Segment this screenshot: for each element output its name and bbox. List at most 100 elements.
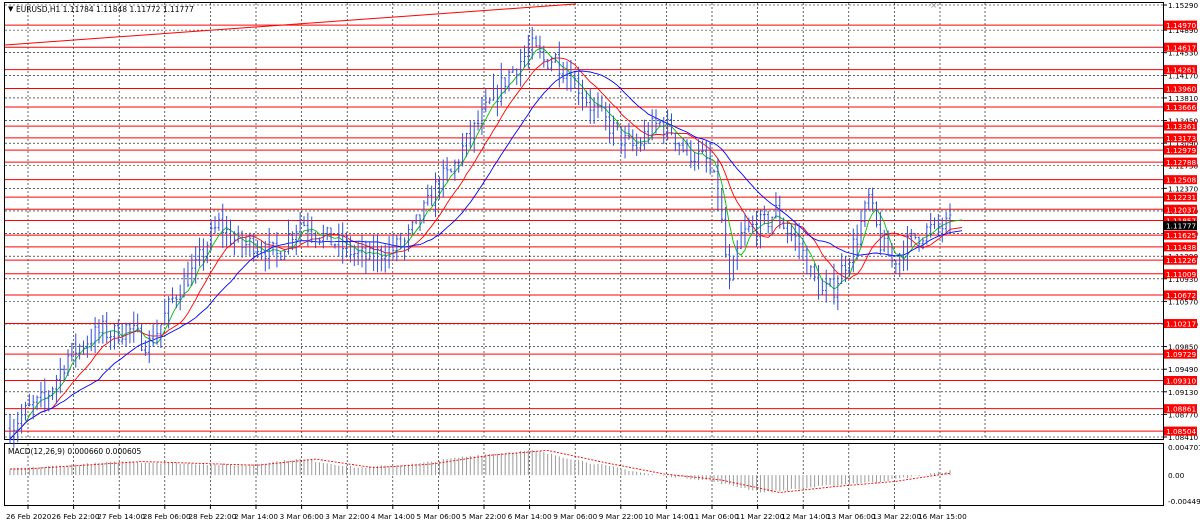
level-label-bg bbox=[1164, 290, 1197, 300]
time-label: 26 Feb 2020 bbox=[6, 512, 52, 521]
price-label: 1.08410 bbox=[1168, 433, 1199, 442]
price-label: 1.13090 bbox=[1168, 139, 1199, 148]
price-label: 1.10570 bbox=[1168, 297, 1199, 306]
level-label-bg bbox=[1164, 255, 1197, 265]
time-label: 11 Mar 22:00 bbox=[736, 512, 785, 521]
level-label: 1.12037 bbox=[1166, 205, 1197, 214]
macd-window-title: MACD(12,26,9) 0.000660 0.000605 bbox=[8, 447, 142, 456]
price-label: 1.09850 bbox=[1168, 343, 1199, 352]
level-label-bg bbox=[1164, 65, 1197, 75]
level-label: 1.14261 bbox=[1166, 66, 1196, 75]
price-label: 1.12370 bbox=[1168, 184, 1199, 193]
main-plot-frame bbox=[4, 2, 1164, 440]
horizontal-levels[interactable] bbox=[5, 24, 1163, 432]
macd-plot-frame bbox=[4, 443, 1164, 506]
close-icon[interactable]: × bbox=[930, 1, 938, 11]
time-label: 13 Mar 06:00 bbox=[827, 512, 876, 521]
time-label: 9 Mar 22:00 bbox=[599, 512, 643, 521]
time-label: 2 Mar 14:00 bbox=[234, 512, 278, 521]
time-label: 3 Mar 22:00 bbox=[325, 512, 369, 521]
ma-mid-line bbox=[9, 57, 963, 440]
time-label: 16 Mar 15:00 bbox=[918, 512, 967, 521]
level-label: 1.11857 bbox=[1166, 217, 1197, 226]
price-label: 1.14530 bbox=[1168, 49, 1199, 58]
macd-scale-label: 0.00 bbox=[1168, 471, 1185, 480]
main-window-dropdown-icon[interactable]: ▼ bbox=[8, 5, 14, 13]
macd-indicator: 0.004707 0.00 -0.004495 bbox=[9, 443, 1200, 506]
price-label: 1.14890 bbox=[1168, 26, 1199, 35]
ma-slow-line bbox=[9, 70, 963, 440]
price-label: 1.14170 bbox=[1168, 71, 1199, 80]
level-label: 1.10672 bbox=[1166, 291, 1196, 300]
level-label: 1.09310 bbox=[1166, 376, 1197, 385]
level-label-bg bbox=[1164, 375, 1197, 385]
level-label: 1.13666 bbox=[1166, 103, 1197, 112]
time-label: 6 Mar 14:00 bbox=[508, 512, 552, 521]
level-label: 1.13173 bbox=[1166, 134, 1197, 143]
price-label: 1.08770 bbox=[1168, 410, 1199, 419]
level-label-bg bbox=[1164, 157, 1197, 167]
level-label: 1.08861 bbox=[1166, 405, 1196, 414]
time-label: 9 Mar 06:00 bbox=[553, 512, 597, 521]
level-label: 1.08504 bbox=[1166, 427, 1197, 436]
level-label: 1.11438 bbox=[1166, 243, 1197, 252]
level-label-bg bbox=[1164, 216, 1197, 226]
time-label: 27 Feb 14:00 bbox=[97, 512, 145, 521]
vertical-grid bbox=[27, 3, 986, 505]
time-label: 10 Mar 14:00 bbox=[644, 512, 693, 521]
time-label: 12 Mar 14:00 bbox=[781, 512, 830, 521]
price-label: 1.09490 bbox=[1168, 365, 1199, 374]
price-label: 1.13450 bbox=[1168, 117, 1199, 126]
level-label-bg bbox=[1164, 426, 1197, 436]
level-label: 1.13361 bbox=[1166, 122, 1196, 131]
level-label-bg bbox=[1164, 319, 1197, 329]
time-label: 11 Mar 06:00 bbox=[690, 512, 739, 521]
macd-scale-label: 0.004707 bbox=[1168, 443, 1200, 452]
level-label-bg bbox=[1164, 20, 1197, 30]
level-label-bg bbox=[1164, 349, 1197, 359]
current-price-label: 1.11777 bbox=[1166, 222, 1197, 231]
trend-line[interactable] bbox=[4, 3, 576, 46]
level-label-bg bbox=[1164, 192, 1197, 202]
level-price-labels: 1.14970 1.14617 1.14261 1.13960 1.13666 1.133… bbox=[1164, 20, 1197, 436]
level-label-bg bbox=[1164, 42, 1197, 52]
time-label: 28 Feb 06:00 bbox=[143, 512, 191, 521]
level-label: 1.12508 bbox=[1166, 176, 1197, 185]
level-label-bg bbox=[1164, 133, 1197, 143]
level-label: 1.12788 bbox=[1166, 158, 1197, 167]
time-label: 5 Mar 22:00 bbox=[462, 512, 506, 521]
time-label: 13 Mar 22:00 bbox=[872, 512, 921, 521]
level-label: 1.12231 bbox=[1166, 193, 1196, 202]
level-label-bg bbox=[1164, 404, 1197, 414]
level-label-bg bbox=[1164, 204, 1197, 214]
time-label: 28 Feb 22:00 bbox=[188, 512, 236, 521]
level-label: 1.11226 bbox=[1166, 256, 1197, 265]
level-label: 1.09729 bbox=[1166, 350, 1197, 359]
level-label-bg bbox=[1164, 175, 1197, 185]
price-candles bbox=[8, 27, 952, 448]
level-label: 1.11625 bbox=[1166, 231, 1196, 240]
level-label: 1.12979 bbox=[1166, 146, 1197, 155]
main-window-title: EURUSD,H1 1.11784 1.11848 1.11772 1.1177… bbox=[16, 5, 194, 14]
current-price-bg bbox=[1164, 221, 1197, 231]
price-label: 1.15290 bbox=[1168, 1, 1199, 10]
time-label: 5 Mar 06:00 bbox=[416, 512, 460, 521]
level-label: 1.13960 bbox=[1166, 85, 1197, 94]
level-label: 1.10217 bbox=[1166, 320, 1197, 329]
time-label: 26 Feb 22:00 bbox=[52, 512, 100, 521]
level-label-bg bbox=[1164, 102, 1197, 112]
macd-scale-label: -0.004495 bbox=[1168, 497, 1200, 506]
time-label: 3 Mar 06:00 bbox=[280, 512, 324, 521]
level-label: 1.11009 bbox=[1166, 270, 1197, 279]
level-label-bg bbox=[1164, 230, 1197, 240]
price-label: 1.13810 bbox=[1168, 94, 1199, 103]
level-label-bg bbox=[1164, 84, 1197, 94]
level-label: 1.14970 bbox=[1166, 21, 1197, 30]
level-label-bg bbox=[1164, 269, 1197, 279]
horizontal-grid bbox=[5, 4, 1163, 438]
level-label-bg bbox=[1164, 121, 1197, 131]
level-label: 1.14617 bbox=[1166, 43, 1197, 52]
